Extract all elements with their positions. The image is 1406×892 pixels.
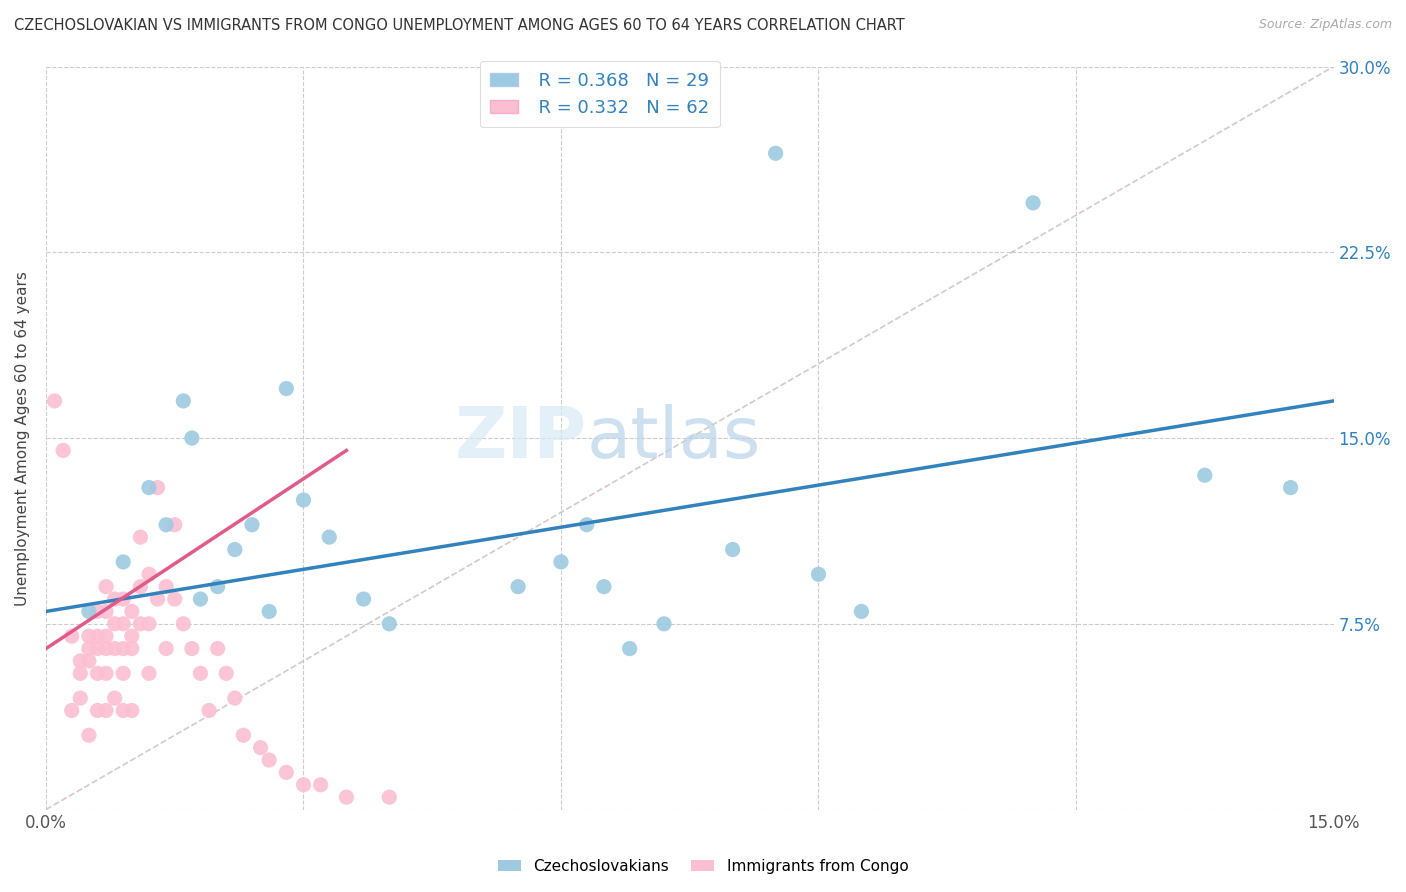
Point — [104, 592, 127, 607]
Point — [112, 555, 135, 569]
Point — [1194, 468, 1216, 483]
Point — [129, 580, 152, 594]
Legend: Czechoslovakians, Immigrants from Congo: Czechoslovakians, Immigrants from Congo — [492, 853, 914, 880]
Point — [112, 592, 135, 607]
Point — [593, 580, 616, 594]
Legend:   R = 0.368   N = 29,   R = 0.332   N = 62: R = 0.368 N = 29, R = 0.332 N = 62 — [479, 61, 720, 128]
Point — [292, 493, 315, 508]
Point — [721, 542, 744, 557]
Point — [190, 592, 212, 607]
Point — [851, 604, 873, 618]
Text: Source: ZipAtlas.com: Source: ZipAtlas.com — [1258, 18, 1392, 31]
Point — [172, 616, 194, 631]
Point — [378, 616, 401, 631]
Point — [550, 555, 572, 569]
Point — [619, 641, 641, 656]
Point — [94, 580, 117, 594]
Point — [60, 704, 83, 718]
Point — [138, 616, 160, 631]
Point — [52, 443, 75, 458]
Point — [155, 641, 177, 656]
Y-axis label: Unemployment Among Ages 60 to 64 years: Unemployment Among Ages 60 to 64 years — [15, 270, 30, 606]
Point — [309, 778, 332, 792]
Point — [104, 641, 127, 656]
Point — [94, 641, 117, 656]
Point — [112, 641, 135, 656]
Point — [652, 616, 675, 631]
Point — [138, 666, 160, 681]
Point — [180, 641, 202, 656]
Point — [112, 666, 135, 681]
Point — [94, 629, 117, 643]
Point — [807, 567, 830, 582]
Point — [77, 641, 100, 656]
Point — [257, 753, 280, 767]
Point — [112, 704, 135, 718]
Point — [207, 580, 229, 594]
Point — [276, 765, 298, 780]
Point — [163, 517, 186, 532]
Point — [1022, 195, 1045, 210]
Point — [575, 517, 598, 532]
Point — [224, 542, 246, 557]
Point — [94, 604, 117, 618]
Point — [163, 592, 186, 607]
Text: ZIP: ZIP — [454, 403, 586, 473]
Point — [104, 691, 127, 706]
Point — [121, 641, 143, 656]
Point — [69, 666, 91, 681]
Point — [207, 641, 229, 656]
Point — [69, 654, 91, 668]
Point — [146, 592, 169, 607]
Point — [60, 629, 83, 643]
Point — [86, 604, 108, 618]
Point — [138, 481, 160, 495]
Point — [240, 517, 263, 532]
Point — [94, 666, 117, 681]
Point — [155, 580, 177, 594]
Point — [172, 393, 194, 408]
Point — [94, 704, 117, 718]
Point — [335, 790, 357, 805]
Point — [86, 641, 108, 656]
Point — [86, 629, 108, 643]
Point — [257, 604, 280, 618]
Point — [112, 616, 135, 631]
Point — [138, 567, 160, 582]
Point — [276, 382, 298, 396]
Point — [77, 728, 100, 742]
Point — [77, 629, 100, 643]
Point — [155, 517, 177, 532]
Point — [129, 530, 152, 544]
Point — [129, 616, 152, 631]
Point — [86, 666, 108, 681]
Point — [318, 530, 340, 544]
Point — [215, 666, 238, 681]
Point — [224, 691, 246, 706]
Point — [1279, 481, 1302, 495]
Point — [77, 604, 100, 618]
Point — [121, 704, 143, 718]
Point — [353, 592, 375, 607]
Text: CZECHOSLOVAKIAN VS IMMIGRANTS FROM CONGO UNEMPLOYMENT AMONG AGES 60 TO 64 YEARS : CZECHOSLOVAKIAN VS IMMIGRANTS FROM CONGO… — [14, 18, 905, 33]
Point — [506, 580, 529, 594]
Point — [146, 481, 169, 495]
Point — [44, 393, 66, 408]
Point — [378, 790, 401, 805]
Point — [292, 778, 315, 792]
Point — [121, 629, 143, 643]
Point — [765, 146, 787, 161]
Text: atlas: atlas — [586, 403, 761, 473]
Point — [121, 604, 143, 618]
Point — [69, 691, 91, 706]
Point — [190, 666, 212, 681]
Point — [232, 728, 254, 742]
Point — [86, 704, 108, 718]
Point — [249, 740, 271, 755]
Point — [77, 654, 100, 668]
Point — [180, 431, 202, 445]
Point — [198, 704, 221, 718]
Point — [104, 616, 127, 631]
